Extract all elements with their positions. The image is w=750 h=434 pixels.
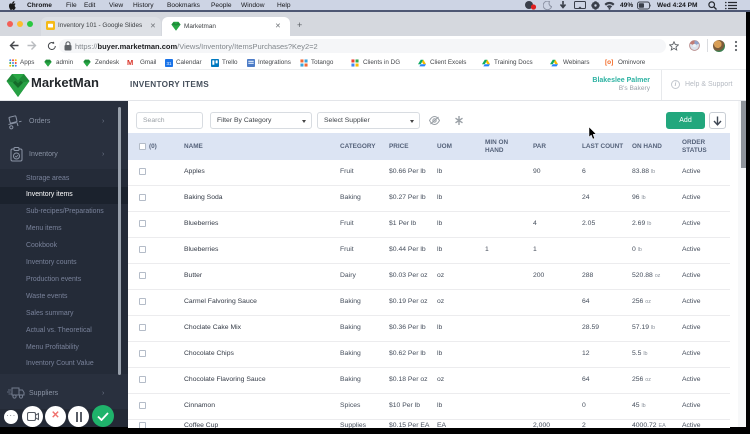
svg-text:31: 31 [167, 61, 172, 66]
